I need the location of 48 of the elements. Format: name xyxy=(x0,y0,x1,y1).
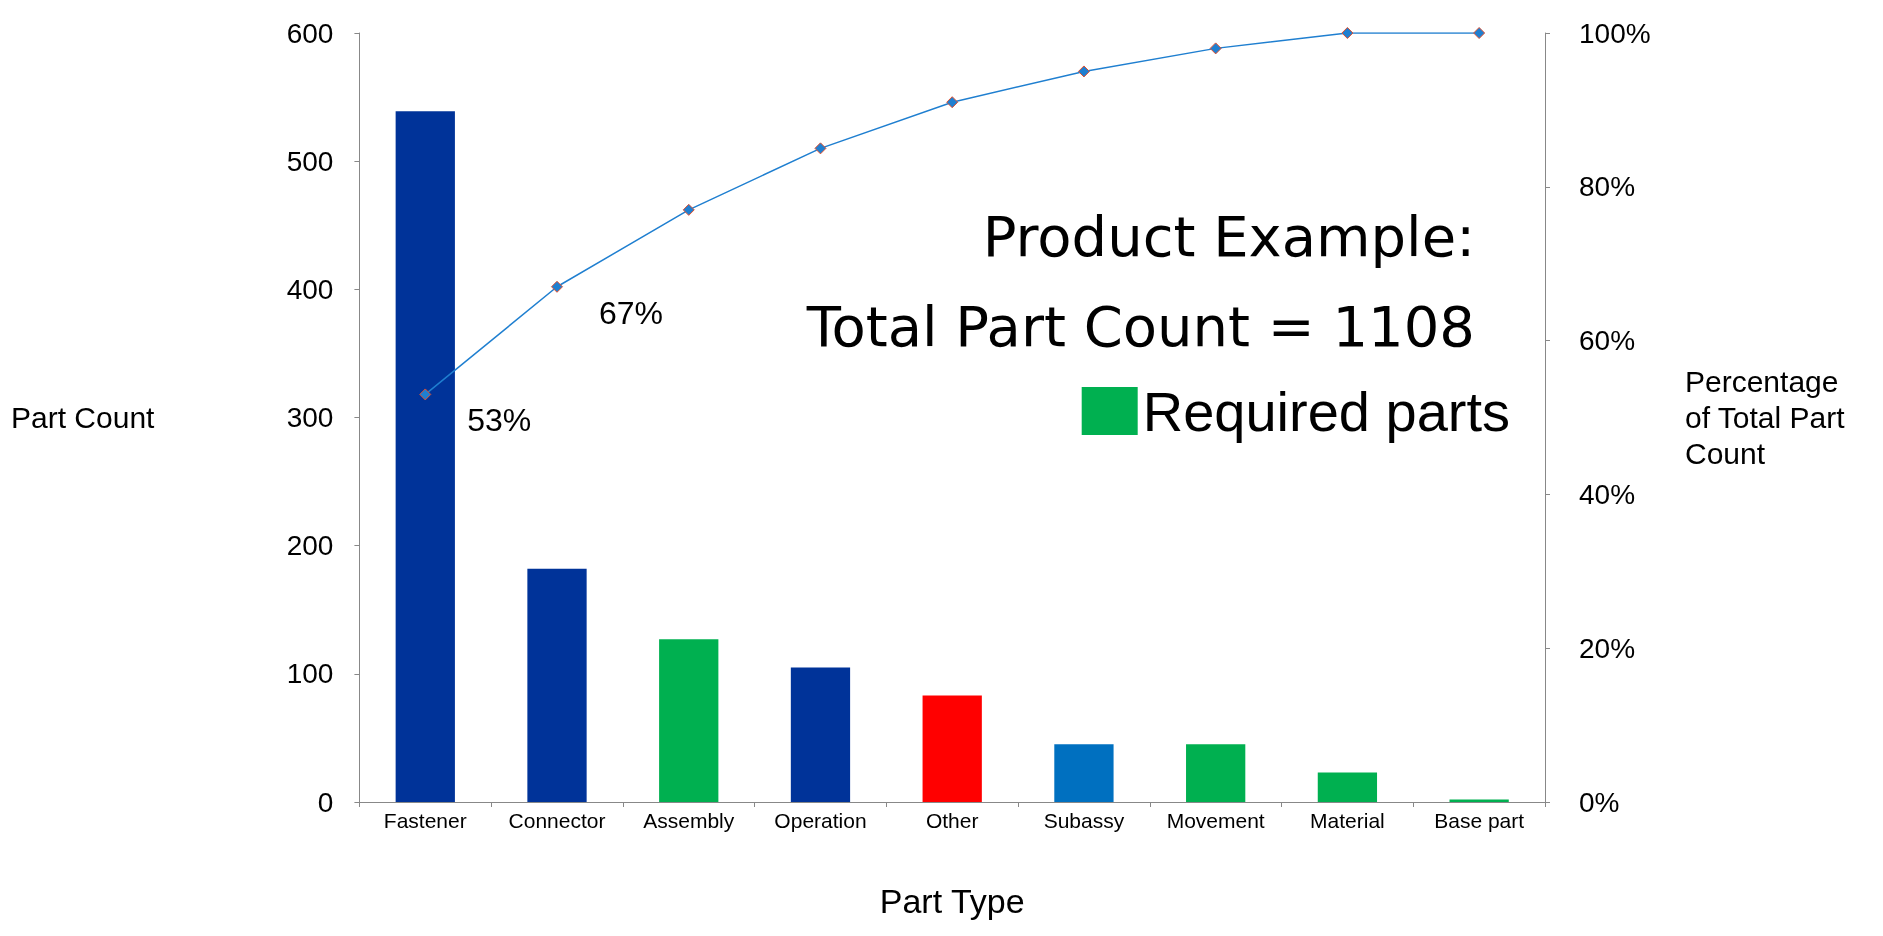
point xyxy=(946,96,959,109)
y-tick-label: 500 xyxy=(286,145,334,177)
y-tick-label: 0 xyxy=(317,786,334,818)
bar xyxy=(1186,744,1246,802)
point xyxy=(551,280,564,293)
point xyxy=(682,203,695,216)
point xyxy=(1341,27,1354,39)
legend-label: Required parts xyxy=(1142,379,1510,443)
y-tick-label: 300 xyxy=(286,402,334,433)
bar xyxy=(1317,772,1378,802)
y2-tick-label: 80% xyxy=(1579,171,1636,203)
bar xyxy=(1449,799,1509,802)
x-tick-label: Base part xyxy=(1434,809,1525,832)
y2-tick-label: 60% xyxy=(1579,325,1636,357)
bar xyxy=(790,667,851,802)
y-tick-label: 200 xyxy=(286,530,334,562)
y2-tick-label: 0% xyxy=(1579,786,1620,818)
data-label: 53% xyxy=(467,402,532,439)
x-tick-label: Operation xyxy=(774,809,867,832)
x-axis-title: Part Type xyxy=(879,882,1025,920)
bar xyxy=(659,639,719,802)
point xyxy=(1209,42,1222,55)
bar xyxy=(527,568,587,802)
annotation: Product Example: xyxy=(982,203,1476,269)
data-label: 67% xyxy=(599,294,664,331)
y2-tick-label: 20% xyxy=(1579,632,1636,664)
bar xyxy=(922,695,982,802)
x-tick-label: Subassy xyxy=(1043,809,1125,832)
annotation: Total Part Count = 1108 xyxy=(805,293,1475,359)
point xyxy=(419,388,432,401)
y2-tick-label: 100% xyxy=(1579,17,1651,49)
x-tick-label: Movement xyxy=(1166,809,1265,832)
y-tick-label: 600 xyxy=(286,17,334,49)
point xyxy=(814,142,827,155)
bar xyxy=(1054,744,1114,802)
y-axis-title: Part Count xyxy=(10,401,156,434)
point xyxy=(1077,65,1090,78)
x-tick-label: Assembly xyxy=(643,809,735,832)
y-tick-label: 400 xyxy=(286,273,334,305)
x-tick-label: Other xyxy=(925,809,979,832)
point xyxy=(1473,27,1486,39)
bar xyxy=(395,111,455,802)
x-tick-label: Connector xyxy=(508,809,606,832)
x-tick-label: Fastener xyxy=(383,809,467,832)
y-tick-label: 100 xyxy=(286,658,334,690)
y2-axis-title: Percentage of Total Part Count xyxy=(1685,365,1846,470)
y2-tick-label: 40% xyxy=(1579,478,1636,510)
x-tick-label: Material xyxy=(1310,809,1385,832)
